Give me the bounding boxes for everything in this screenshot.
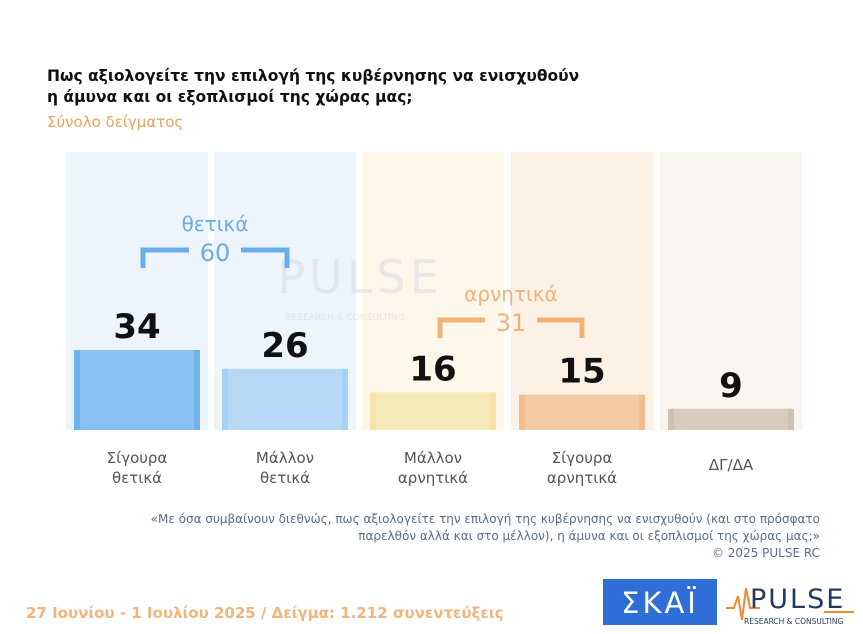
category-label: Σίγουρα xyxy=(107,449,168,467)
category-label: αρνητικά xyxy=(398,469,468,487)
bar xyxy=(519,394,645,430)
category-label: Μάλλον xyxy=(404,449,462,467)
chart-subtitle: Σύνολο δείγματος xyxy=(47,113,184,131)
data-label: 26 xyxy=(261,326,308,366)
data-label: 9 xyxy=(719,366,743,406)
group-bracket-left xyxy=(437,317,485,338)
data-label: 16 xyxy=(409,349,456,389)
group-bracket-left xyxy=(140,247,189,268)
column-background xyxy=(362,152,504,430)
survey-footer: 27 Ιουνίου - 1 Ιουλίου 2025 / Δείγμα: 1.… xyxy=(26,604,504,622)
pulse-logo-bar xyxy=(824,611,854,613)
bar-highlight xyxy=(674,408,788,430)
bar-highlight xyxy=(376,392,490,430)
column-background xyxy=(660,152,802,430)
bar xyxy=(74,350,200,430)
question-note-line2: παρελθόν αλλά και στο μέλλον), η άμυνα κ… xyxy=(358,529,820,543)
chart-title-line1: Πως αξιολογείτε την επιλογή της κυβέρνησ… xyxy=(47,67,580,85)
column-background xyxy=(511,152,653,430)
group-label: θετικά xyxy=(182,212,249,236)
copyright-text: © 2025 PULSE RC xyxy=(711,546,820,560)
bar-highlight xyxy=(80,350,194,430)
bar xyxy=(222,368,348,430)
group-total: 60 xyxy=(200,239,231,267)
category-label: θετικά xyxy=(260,469,310,487)
pulse-logo-tagline: RESEARCH & CONSULTING xyxy=(744,617,843,626)
watermark-tagline: RESEARCH & CONSULTING xyxy=(285,313,404,323)
category-label: Μάλλον xyxy=(256,449,314,467)
chart-title: Πως αξιολογείτε την επιλογή της κυβέρνησ… xyxy=(47,66,647,108)
question-note-line1: «Με όσα συμβαίνουν διεθνώς, πως αξιολογε… xyxy=(150,512,820,526)
category-label: Σίγουρα xyxy=(552,449,613,467)
data-label: 15 xyxy=(558,352,605,392)
group-total: 31 xyxy=(496,309,527,337)
bar xyxy=(370,392,496,430)
bar-highlight xyxy=(228,368,342,430)
bar-highlight xyxy=(525,394,639,430)
bar xyxy=(668,408,794,430)
category-label: αρνητικά xyxy=(547,469,617,487)
data-label: 34 xyxy=(113,307,160,347)
group-label: αρνητικά xyxy=(464,282,558,306)
group-bracket-right xyxy=(537,317,585,338)
question-note: «Με όσα συμβαίνουν διεθνώς, πως αξιολογε… xyxy=(100,511,820,562)
pulse-logo-heartbeat xyxy=(726,587,760,621)
skai-logo-text: ΣΚΑΪ xyxy=(621,586,699,620)
skai-logo: ΣΚΑΪ xyxy=(603,579,717,625)
pulse-logo: PULSE RESEARCH & CONSULTING xyxy=(726,584,854,626)
group-bracket-right xyxy=(241,247,290,268)
category-label: θετικά xyxy=(112,469,162,487)
watermark-brand: PULSE xyxy=(277,250,442,304)
category-label: ΔΓ/ΔΑ xyxy=(709,456,754,474)
chart-title-line2: η άμυνα και οι εξοπλισμοί της χώρας μας; xyxy=(47,88,413,106)
pulse-logo-text: PULSE xyxy=(750,584,845,615)
